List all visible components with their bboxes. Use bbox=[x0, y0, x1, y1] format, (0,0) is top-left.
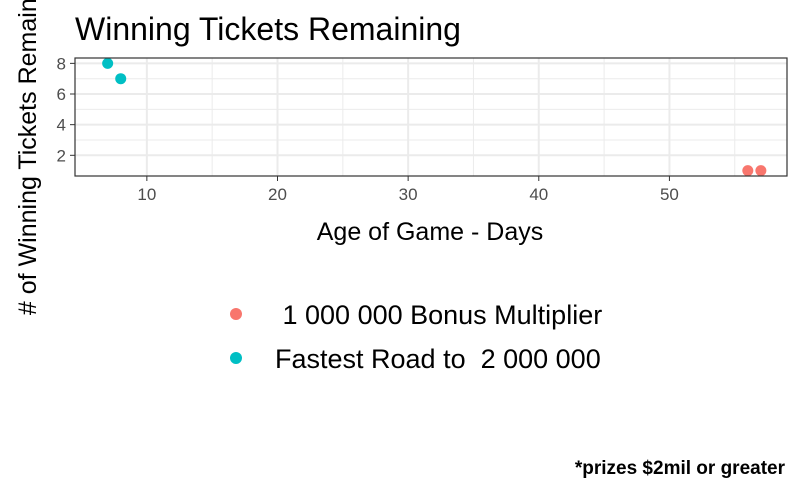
data-points bbox=[102, 57, 767, 177]
legend: 1 000 000 Bonus Multiplier Fastest Road t… bbox=[230, 300, 602, 374]
x-tick-label: 30 bbox=[399, 185, 418, 204]
y-tick-label: 2 bbox=[57, 146, 66, 165]
x-tick-label: 10 bbox=[137, 185, 156, 204]
y-tick-label: 8 bbox=[57, 54, 66, 73]
y-axis-title: # of Winning Tickets Remaining bbox=[14, 0, 42, 315]
legend-key bbox=[230, 352, 242, 364]
x-axis-title: Age of Game - Days bbox=[317, 218, 543, 246]
legend-label: 1 000 000 Bonus Multiplier bbox=[275, 300, 602, 330]
data-point bbox=[102, 57, 114, 69]
y-tick-label: 6 bbox=[57, 85, 66, 104]
chart-title: Winning Tickets Remaining bbox=[75, 11, 461, 47]
data-point bbox=[742, 165, 754, 177]
grid bbox=[75, 58, 787, 176]
x-tick-label: 20 bbox=[268, 185, 287, 204]
x-tick-label: 40 bbox=[529, 185, 548, 204]
data-point bbox=[115, 73, 127, 85]
axis-ticks: 10 20 30 40 50 2 4 6 8 bbox=[57, 54, 679, 204]
caption: *prizes $2mil or greater bbox=[575, 458, 786, 479]
legend-label: Fastest Road to 2 000 000 bbox=[275, 344, 601, 374]
legend-item: Fastest Road to 2 000 000 bbox=[230, 344, 601, 374]
legend-item: 1 000 000 Bonus Multiplier bbox=[230, 300, 602, 330]
plot-panel bbox=[74, 57, 788, 177]
y-tick-label: 4 bbox=[57, 116, 66, 135]
x-tick-label: 50 bbox=[660, 185, 679, 204]
legend-key bbox=[230, 308, 242, 320]
data-point bbox=[755, 165, 767, 177]
